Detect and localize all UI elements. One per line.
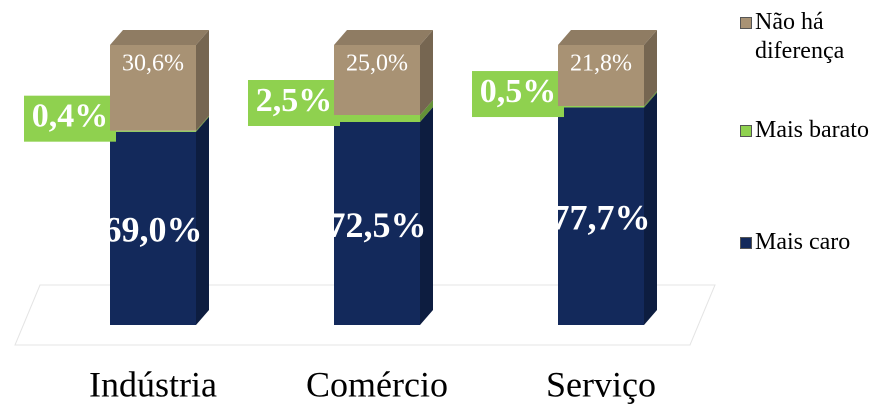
value-label: 77,7% (552, 197, 651, 237)
legend-item: Mais caro (740, 228, 875, 257)
legend-label: Mais barato (755, 117, 869, 143)
legend-item: Não há diferença (740, 8, 875, 66)
bar-side (644, 92, 657, 325)
value-label: 0,5% (480, 73, 557, 110)
bar-segment (110, 130, 196, 132)
value-label: 0,4% (32, 97, 109, 134)
bar-side (420, 107, 433, 325)
bar-side (196, 30, 209, 131)
legend-label: Não há diferença (755, 9, 845, 64)
label-box (472, 71, 564, 118)
bar-segment (558, 45, 644, 107)
legend-label: Mais caro (755, 229, 851, 255)
bar-top (334, 30, 433, 45)
bar-side (420, 30, 433, 115)
bar-side (196, 115, 209, 132)
bar-segment (558, 107, 644, 325)
value-label: 2,5% (256, 82, 333, 119)
value-label: 21,8% (570, 51, 632, 77)
bar-segment (334, 45, 420, 115)
bar-segment (334, 115, 420, 122)
x-tick-label: Serviço (546, 364, 656, 404)
label-box (248, 80, 340, 126)
legend-item: Mais barato (740, 116, 875, 145)
bar-top (558, 30, 657, 45)
value-label: 72,5% (328, 205, 427, 245)
bar-side (644, 91, 657, 108)
legend-swatch (740, 125, 752, 137)
bar-top (110, 30, 209, 45)
legend-swatch (740, 237, 752, 249)
bar-side (420, 100, 433, 122)
label-box (24, 95, 116, 142)
bar-side (644, 30, 657, 107)
bar-segment (334, 122, 420, 325)
bar-segment (110, 131, 196, 325)
x-tick-label: Comércio (306, 364, 448, 404)
legend-swatch (740, 17, 752, 29)
value-label: 30,6% (122, 51, 184, 77)
floor (14, 284, 716, 346)
value-label: 25,0% (346, 51, 408, 77)
bar-side (196, 116, 209, 325)
x-tick-label: Indústria (89, 364, 217, 404)
bar-segment (558, 106, 644, 108)
value-label: 69,0% (104, 210, 203, 250)
bar-segment (110, 45, 196, 131)
